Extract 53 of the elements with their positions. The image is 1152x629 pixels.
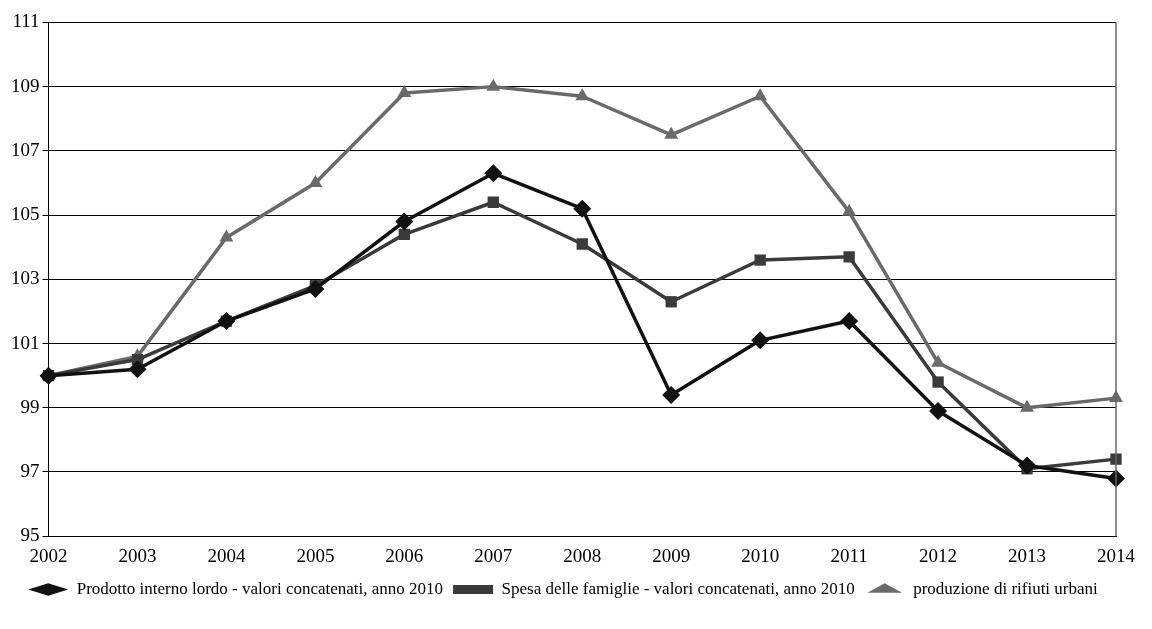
point: [840, 312, 859, 331]
point: [932, 376, 944, 388]
y-tick-label: 111: [12, 10, 40, 32]
y-tick-label: 105: [11, 203, 40, 225]
point: [662, 385, 681, 404]
point: [219, 229, 234, 242]
x-tick-label: 2014: [1097, 544, 1136, 566]
x-tick-label: 2007: [474, 544, 513, 566]
x-tick-label: 2002: [29, 544, 68, 566]
point: [484, 164, 503, 183]
point: [398, 228, 410, 240]
x-tick-label: 2004: [207, 544, 246, 566]
y-tick-label: 109: [11, 74, 40, 96]
legend-label: produzione di rifiuti urbani: [913, 578, 1099, 598]
x-tick-label: 2010: [741, 544, 780, 566]
point: [128, 360, 147, 379]
y-tick-label: 107: [11, 138, 40, 160]
point: [665, 296, 677, 308]
point: [664, 126, 679, 139]
point: [487, 196, 499, 208]
point: [575, 88, 590, 101]
x-tick-label: 2008: [563, 544, 602, 566]
x-tick-label: 2009: [652, 544, 691, 566]
point: [486, 78, 501, 91]
point: [308, 174, 323, 187]
x-tick-label: 2006: [385, 544, 424, 566]
y-tick-label: 101: [11, 331, 40, 353]
point: [306, 279, 325, 298]
legend-label: Spesa delle famiglie - valori concatenati, anno 2010: [501, 578, 855, 598]
point: [751, 331, 770, 350]
point: [929, 401, 948, 420]
point: [573, 199, 592, 218]
point: [39, 366, 58, 385]
point: [576, 238, 588, 250]
y-tick-label: 99: [20, 395, 40, 417]
legend-label: Prodotto interno lordo - valori concatenati, anno 2010: [76, 578, 444, 598]
x-tick-label: 2011: [830, 544, 868, 566]
point: [397, 85, 412, 98]
point: [753, 88, 768, 101]
point: [843, 251, 855, 263]
point: [217, 312, 236, 331]
y-tick-label: 95: [20, 524, 40, 546]
y-tick-label: 103: [11, 267, 40, 289]
x-tick-label: 2013: [1008, 544, 1047, 566]
x-tick-label: 2012: [919, 544, 958, 566]
point: [1110, 453, 1122, 465]
point: [754, 254, 766, 266]
point: [395, 212, 414, 231]
x-tick-label: 2005: [296, 544, 335, 566]
point: [842, 203, 857, 216]
y-tick-label: 97: [20, 459, 40, 481]
x-tick-label: 2003: [118, 544, 157, 566]
point: [1018, 456, 1037, 475]
